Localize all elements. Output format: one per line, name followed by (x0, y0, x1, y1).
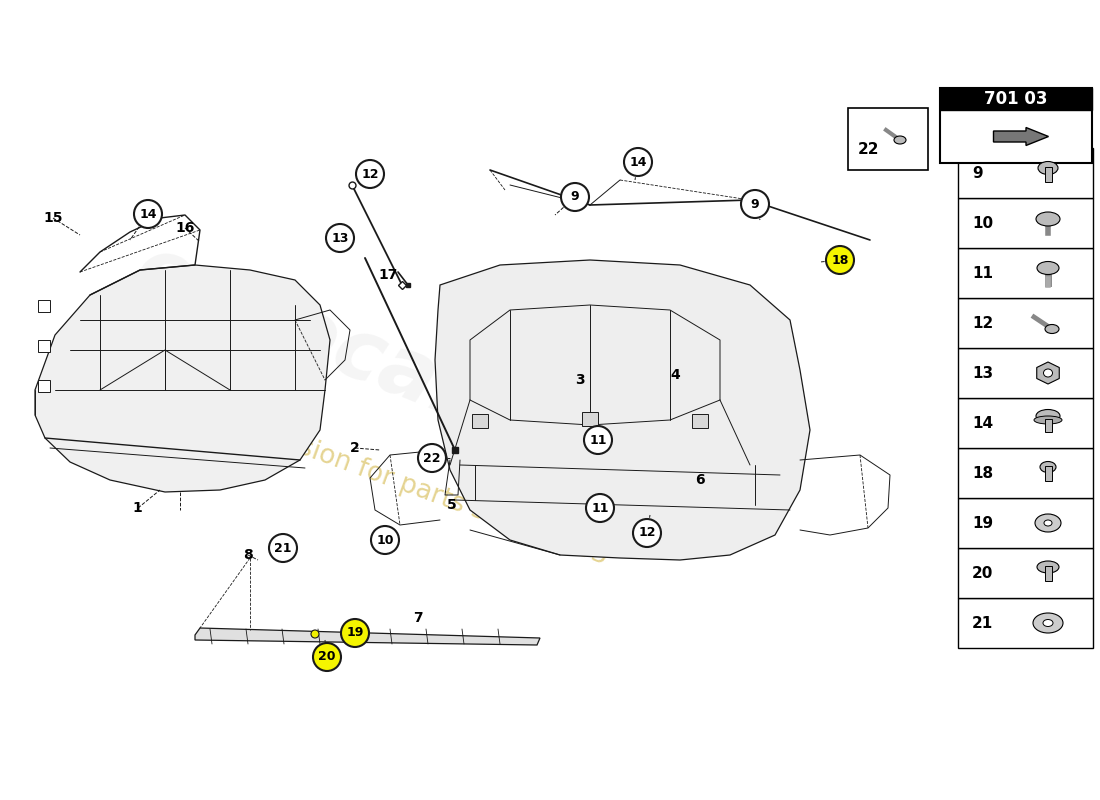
Text: 13: 13 (331, 231, 349, 245)
Bar (958, 348, 1093, 398)
Text: 11: 11 (592, 502, 608, 514)
Bar (958, 198, 1093, 248)
Ellipse shape (1044, 369, 1053, 377)
Text: 21: 21 (972, 615, 993, 630)
Bar (958, 598, 1093, 648)
Circle shape (624, 148, 652, 176)
Bar (1045, 167, 1052, 182)
Circle shape (341, 630, 349, 638)
Ellipse shape (1045, 325, 1059, 334)
Circle shape (134, 200, 162, 228)
Circle shape (561, 183, 588, 211)
Text: 16: 16 (175, 221, 195, 235)
Bar (958, 148, 1093, 198)
Text: 9: 9 (972, 166, 982, 181)
Text: a passion for parts since 1985: a passion for parts since 1985 (228, 410, 612, 570)
Text: 14: 14 (629, 155, 647, 169)
Text: 5: 5 (447, 498, 456, 512)
Text: 1: 1 (132, 501, 142, 515)
Ellipse shape (1037, 561, 1059, 573)
Ellipse shape (1043, 619, 1053, 626)
Polygon shape (35, 265, 330, 492)
Ellipse shape (1036, 410, 1060, 422)
Polygon shape (195, 628, 540, 645)
Text: 9: 9 (750, 198, 759, 210)
Ellipse shape (1034, 416, 1062, 424)
Circle shape (584, 426, 612, 454)
Text: 11: 11 (972, 266, 993, 281)
Bar (958, 498, 1093, 548)
Ellipse shape (1035, 514, 1062, 532)
Bar (958, 248, 1093, 298)
Circle shape (741, 190, 769, 218)
Text: 12: 12 (972, 315, 993, 330)
Polygon shape (993, 127, 1048, 146)
Circle shape (356, 160, 384, 188)
Text: 14: 14 (140, 207, 156, 221)
Text: 22: 22 (424, 451, 441, 465)
Text: 17: 17 (378, 268, 398, 282)
Polygon shape (1036, 362, 1059, 384)
Text: 10: 10 (376, 534, 394, 546)
Text: 19: 19 (346, 626, 364, 639)
Circle shape (314, 643, 341, 671)
Text: 14: 14 (972, 415, 993, 430)
Text: 12: 12 (361, 167, 378, 181)
Circle shape (270, 534, 297, 562)
Text: 8: 8 (243, 548, 253, 562)
Text: 6: 6 (695, 473, 705, 487)
Circle shape (326, 224, 354, 252)
Circle shape (341, 619, 368, 647)
Circle shape (826, 246, 854, 274)
Circle shape (632, 519, 661, 547)
Bar (1045, 466, 1052, 481)
Polygon shape (434, 260, 810, 560)
Text: 15: 15 (43, 211, 63, 225)
Bar (958, 548, 1093, 598)
Bar (940, 88, 1092, 163)
Ellipse shape (1037, 262, 1059, 274)
Bar (39, 300, 50, 312)
Ellipse shape (1040, 462, 1056, 473)
Bar (958, 448, 1093, 498)
Bar (39, 340, 50, 352)
Text: 2: 2 (350, 441, 360, 455)
Circle shape (311, 630, 319, 638)
Circle shape (586, 494, 614, 522)
Circle shape (418, 444, 446, 472)
Circle shape (371, 526, 399, 554)
Text: eurocarparts: eurocarparts (123, 229, 717, 531)
Text: 12: 12 (638, 526, 656, 539)
Bar (958, 298, 1093, 348)
Text: 18: 18 (832, 254, 849, 266)
Text: 22: 22 (858, 142, 880, 157)
Bar (958, 398, 1093, 448)
Text: 18: 18 (972, 466, 993, 481)
Bar (472, 414, 488, 428)
Ellipse shape (1038, 162, 1058, 174)
Bar (692, 414, 708, 428)
Text: 21: 21 (274, 542, 292, 554)
Bar (582, 412, 598, 426)
Bar (940, 88, 1092, 110)
Text: 3: 3 (575, 373, 585, 387)
Bar (848, 108, 928, 170)
Bar (39, 380, 50, 392)
Text: 4: 4 (670, 368, 680, 382)
Text: 20: 20 (318, 650, 336, 663)
Ellipse shape (1033, 613, 1063, 633)
Ellipse shape (894, 136, 906, 144)
Text: 20: 20 (972, 566, 993, 581)
Text: 9: 9 (571, 190, 580, 203)
Text: 701 03: 701 03 (984, 90, 1047, 108)
Text: 7: 7 (414, 611, 422, 625)
Text: 19: 19 (972, 515, 993, 530)
Bar (1045, 566, 1052, 581)
Bar (1045, 419, 1052, 432)
Ellipse shape (1044, 520, 1052, 526)
Text: 11: 11 (590, 434, 607, 446)
Ellipse shape (1036, 212, 1060, 226)
Text: 10: 10 (972, 215, 993, 230)
Text: 13: 13 (972, 366, 993, 381)
